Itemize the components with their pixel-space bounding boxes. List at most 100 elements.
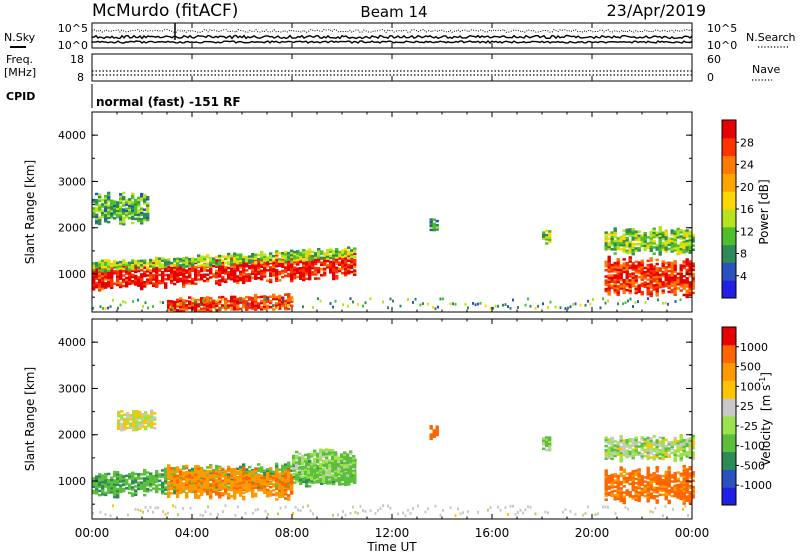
range-gate-cell <box>137 263 141 267</box>
range-gate-cell <box>200 478 204 482</box>
range-gate-cell <box>254 494 258 498</box>
range-gate-cell <box>194 282 198 286</box>
range-gate-cell <box>143 270 147 274</box>
range-gate-cell <box>655 478 659 481</box>
range-gate-cell <box>646 493 650 497</box>
range-gate-cell <box>325 448 329 451</box>
range-gate-cell <box>173 475 177 478</box>
range-gate-cell <box>129 424 133 427</box>
range-gate-cell <box>664 276 668 279</box>
range-gate-cell <box>167 487 171 490</box>
range-gate-cell <box>673 282 677 286</box>
range-gate-cell <box>173 274 177 277</box>
range-gate-cell <box>128 267 132 271</box>
range-gate-cell <box>137 278 141 281</box>
range-gate-cell <box>507 305 509 308</box>
range-gate-cell <box>119 277 123 280</box>
range-gate-cell <box>310 469 314 473</box>
range-gate-cell <box>263 491 267 494</box>
range-gate-cell <box>218 300 222 303</box>
range-gate-cell <box>281 468 285 472</box>
range-gate-cell <box>317 466 321 469</box>
range-gate-cell <box>173 264 177 267</box>
range-gate-cell <box>332 480 336 484</box>
range-gate-cell <box>191 277 195 281</box>
range-gate-cell <box>661 241 665 245</box>
range-gate-cell <box>640 272 644 275</box>
range-gate-cell <box>512 298 514 302</box>
range-gate-cell <box>649 241 653 244</box>
range-gate-cell <box>673 278 677 282</box>
range-gate-cell <box>604 281 608 285</box>
range-gate-cell <box>147 420 151 424</box>
range-gate-cell <box>310 463 314 466</box>
range-gate-cell <box>664 491 668 495</box>
range-gate-cell <box>679 243 683 247</box>
range-gate-cell <box>379 507 382 510</box>
range-gate-cell <box>173 479 177 482</box>
range-gate-cell <box>658 232 662 235</box>
range-gate-cell <box>161 485 165 489</box>
range-gate-cell <box>352 455 356 458</box>
range-gate-cell <box>98 260 102 264</box>
range-gate-cell <box>548 236 552 239</box>
range-gate-cell <box>607 491 611 495</box>
range-gate-cell <box>613 278 617 281</box>
range-gate-cell <box>625 239 629 242</box>
range-gate-cell <box>688 495 692 498</box>
range-gate-cell <box>322 461 326 465</box>
range-gate-cell <box>691 262 695 265</box>
range-gate-cell <box>239 253 243 256</box>
range-gate-cell <box>185 262 189 266</box>
range-gate-cell <box>574 512 577 516</box>
range-gate-cell <box>352 505 354 509</box>
range-gate-cell <box>134 200 138 204</box>
range-gate-cell <box>631 442 635 445</box>
range-gate-cell <box>323 269 327 273</box>
range-gate-cell <box>131 479 135 483</box>
range-gate-cell <box>317 480 321 484</box>
range-gate-cell <box>137 284 141 287</box>
range-gate-cell <box>182 484 186 487</box>
range-gate-cell <box>604 488 608 491</box>
range-gate-cell <box>281 300 285 304</box>
range-gate-cell <box>284 252 288 256</box>
range-gate-cell <box>643 438 647 441</box>
range-gate-cell <box>266 269 270 272</box>
range-gate-cell <box>137 267 141 271</box>
range-gate-cell <box>661 270 665 274</box>
range-gate-cell <box>215 478 219 482</box>
range-gate-cell <box>607 257 611 261</box>
range-gate-cell <box>325 469 329 472</box>
range-gate-cell <box>676 248 680 252</box>
range-gate-cell <box>332 466 336 469</box>
range-gate-cell <box>227 469 231 473</box>
range-gate-cell <box>682 246 686 250</box>
range-gate-cell <box>182 471 186 475</box>
range-gate-cell <box>275 275 279 278</box>
range-gate-cell <box>688 260 692 263</box>
range-gate-cell <box>682 236 686 239</box>
range-gate-cell <box>613 231 617 234</box>
range-gate-cell <box>212 305 216 309</box>
range-gate-cell <box>616 243 620 246</box>
range-gate-cell <box>212 301 216 305</box>
range-gate-cell <box>412 507 414 510</box>
range-gate-cell <box>209 259 213 262</box>
range-gate-cell <box>95 217 99 221</box>
range-gate-cell <box>134 266 138 269</box>
range-gate-cell <box>185 277 189 281</box>
range-gate-cell <box>137 211 141 214</box>
range-gate-cell <box>218 296 222 299</box>
range-gate-cell <box>341 271 345 275</box>
range-gate-cell <box>293 270 297 274</box>
range-gate-cell <box>209 488 213 492</box>
range-gate-cell <box>230 474 234 477</box>
range-gate-cell <box>637 480 641 484</box>
range-gate-cell <box>548 234 552 237</box>
range-gate-cell <box>194 475 198 478</box>
range-gate-cell <box>176 272 180 275</box>
range-gate-cell <box>667 447 671 450</box>
range-gate-cell <box>173 309 177 312</box>
range-gate-cell <box>628 266 632 270</box>
